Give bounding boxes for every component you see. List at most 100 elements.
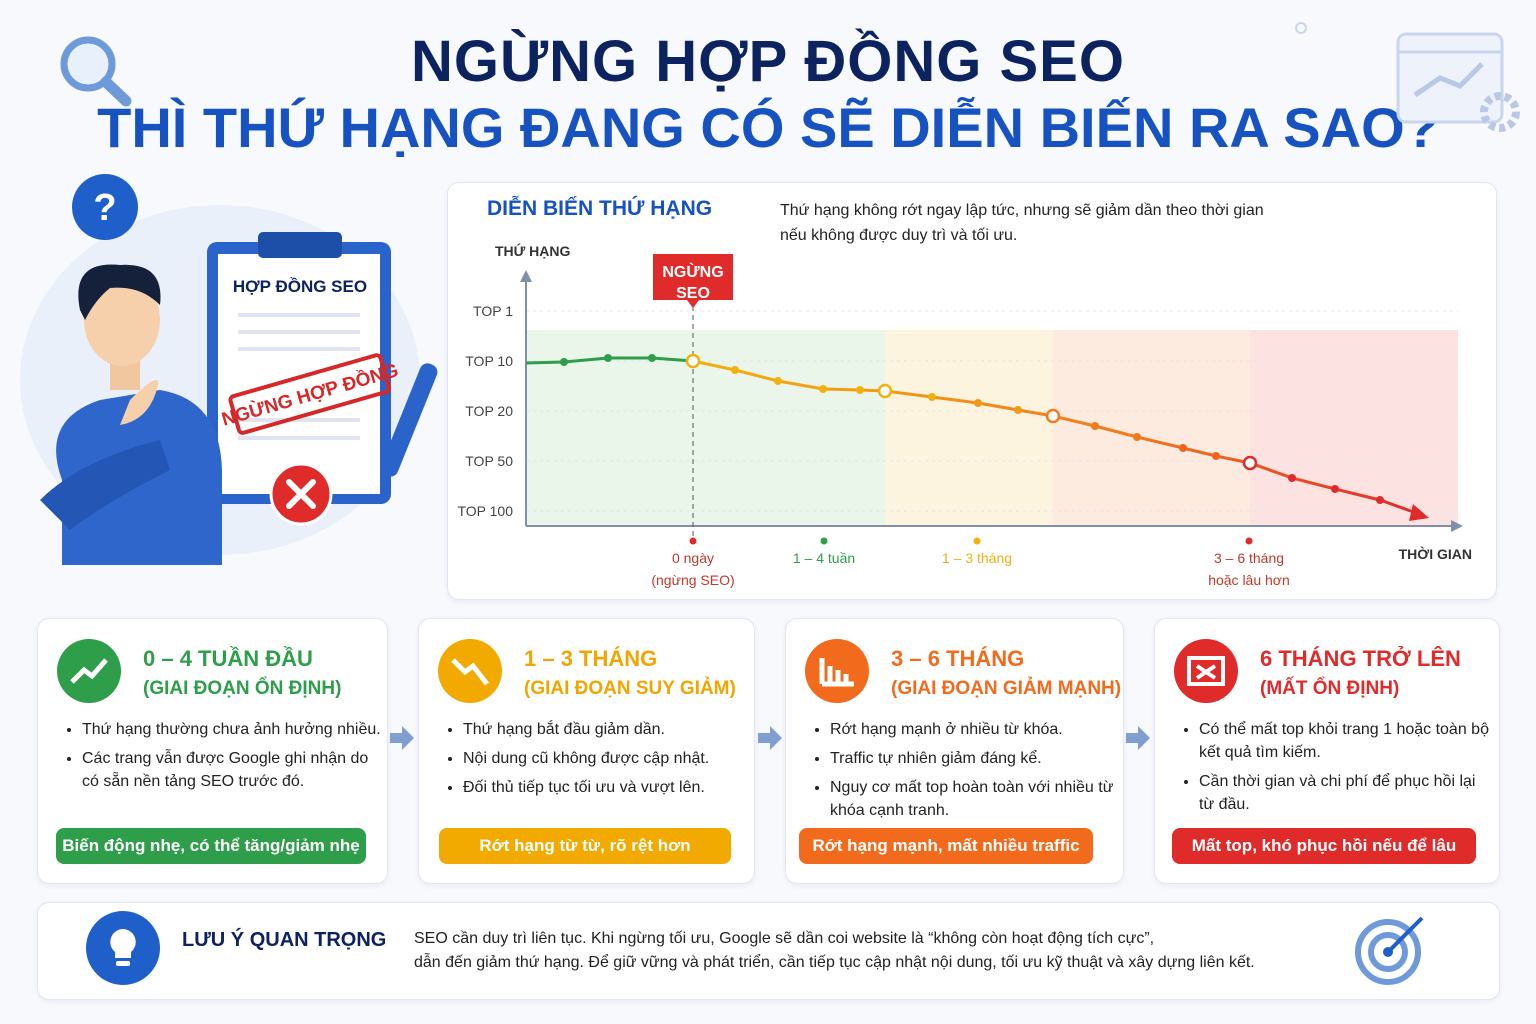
bullet-list: Rớt hạng mạnh ở nhiều từ khóa. Traffic tự… [812, 718, 1119, 828]
flow-arrow [758, 726, 782, 750]
bullet: Thứ hạng bắt đầu giảm dần. [463, 718, 750, 741]
note-title: LƯU Ý QUAN TRỌNG [182, 929, 387, 951]
stage-subtitle: (GIAI ĐOẠN SUY GIẢM) [524, 678, 736, 699]
stage-title: 6 THÁNG TRỞ LÊN [1260, 646, 1461, 671]
stop-marker [653, 254, 733, 308]
bullet-list: Có thể mất top khỏi trang 1 hoặc toàn bộ… [1181, 718, 1495, 822]
decor [60, 22, 1520, 132]
note-text: SEO cần duy trì liên tục. Khi ngừng tối … [414, 930, 1155, 947]
stage-card: 1 – 3 THÁNG (GIAI ĐOẠN SUY GIẢM) Thứ hạng … [418, 618, 755, 884]
trend-dots [560, 353, 1384, 504]
stage-card: 0 – 4 TUẦN ĐẦU (GIAI ĐOẠN ỔN ĐỊNH) Thứ hạn… [37, 618, 388, 884]
icon-glyph [451, 658, 489, 686]
magnifier [60, 36, 116, 92]
bullet: Traffic tự nhiên giảm đáng kể. [830, 747, 1119, 770]
x-mark [286, 479, 316, 509]
x-tick-dot [689, 537, 697, 545]
y-label: TOP 100 [457, 503, 513, 519]
y-label: TOP 1 [473, 303, 513, 319]
x-tick-dot [1245, 537, 1253, 545]
bullet: Thứ hạng thường chưa ảnh hưởng nhiều. [82, 718, 383, 741]
bullet: Nguy cơ mất top hoàn toàn với nhiều từ k… [830, 776, 1119, 822]
dart [1386, 916, 1424, 954]
stage-tag: Rớt hạng mạnh, mất nhiều traffic [799, 828, 1093, 864]
bullet: Nội dung cũ không được cập nhật. [463, 747, 750, 770]
arrow-shape [1126, 726, 1150, 750]
target-ring [1355, 919, 1421, 985]
pen [380, 363, 438, 477]
arm [40, 440, 170, 530]
icon-glyph [1187, 656, 1225, 686]
arrow-shape [390, 726, 414, 750]
magnifier-handle [100, 76, 132, 107]
x-tick-dot [820, 537, 828, 545]
stage-title: 3 – 6 THÁNG [891, 646, 1025, 671]
face [84, 274, 160, 366]
paper-lines [238, 313, 360, 440]
y-arrow [520, 270, 532, 282]
bulb-icon [86, 911, 160, 985]
y-label: TOP 20 [465, 403, 513, 419]
bullet: Các trang vẫn được Google ghi nhận do có… [82, 747, 383, 793]
bullet: Cần thời gian và chi phí để phục hồi lại… [1199, 770, 1495, 816]
bullet-list: Thứ hạng thường chưa ảnh hưởng nhiều. Các… [64, 718, 383, 799]
trend-arrow [1409, 504, 1429, 521]
stamp-border [228, 353, 391, 435]
stop-marker-text: NGỪNG [662, 262, 723, 281]
zone-yellow [885, 330, 1053, 526]
bulb [110, 929, 136, 958]
bullet: Có thể mất top khỏi trang 1 hoặc toàn bộ… [1199, 718, 1495, 764]
stage-subtitle: (GIAI ĐOẠN ỔN ĐỊNH) [143, 678, 342, 699]
hair [78, 264, 161, 320]
stage-title: 1 – 3 THÁNG [524, 646, 658, 671]
zone-red [1250, 330, 1458, 526]
stage-card: 6 THÁNG TRỞ LÊN (MẤT ỔN ĐỊNH) Có thể mất t… [1154, 618, 1500, 884]
subtitle: THÌ THỨ HẠNG ĐANG CÓ SẼ DIỄN BIẾN RA SAO… [97, 96, 1439, 159]
flow-arrow [1126, 726, 1150, 750]
illustration: ? HỢP ĐỒNG SEO NGỪNG HỢP ĐỒNG [20, 174, 438, 565]
paper [218, 254, 380, 494]
sparkle [1295, 22, 1307, 34]
x-tick-dot [973, 537, 981, 545]
stage-icon [805, 639, 869, 703]
stage-icon [57, 639, 121, 703]
flow-arrow [390, 726, 414, 750]
chart-note: nếu không được duy trì và tối ưu. [780, 227, 1018, 244]
zone-orange [1053, 330, 1250, 526]
x-label: hoặc lâu hơn [1208, 572, 1290, 588]
arrow-shape [758, 726, 782, 750]
title: NGỪNG HỢP ĐỒNG SEO [411, 29, 1125, 94]
y-axis-label: THỨ HẠNG [495, 242, 570, 259]
stage-tag: Mất top, khó phục hồi nếu để lâu [1172, 828, 1476, 864]
x-label: 1 – 4 tuần [793, 550, 855, 566]
stage-icon [438, 639, 502, 703]
stage-card: 3 – 6 THÁNG (GIAI ĐOẠN GIẢM MẠNH) Rớt hạng… [785, 618, 1124, 884]
icon-glyph [70, 658, 108, 684]
bullet: Rớt hạng mạnh ở nhiều từ khóa. [830, 718, 1119, 741]
stage-title: 0 – 4 TUẦN ĐẦU [143, 646, 313, 671]
clipboard-title: HỢP ĐỒNG SEO [233, 277, 367, 296]
chart-note: Thứ hạng không rớt ngay lập tức, nhưng s… [780, 202, 1264, 219]
bullet-list: Thứ hạng bắt đầu giảm dần. Nội dung cũ kh… [445, 718, 750, 805]
stage-icon [1174, 639, 1238, 703]
note-panel [37, 902, 1500, 1000]
browser-chart [1413, 62, 1484, 98]
hand [120, 380, 159, 425]
note-text: dẫn đến giảm thứ hạng. Để giữ vững và ph… [414, 954, 1255, 971]
x-label: (ngừng SEO) [651, 572, 734, 588]
x-label: 3 – 6 tháng [1214, 550, 1284, 566]
x-arrow [1451, 520, 1463, 532]
stop-marker-text: SEO [676, 285, 710, 302]
bullet: Đối thủ tiếp tục tối ưu và vượt lên. [463, 776, 750, 799]
question-bubble [72, 174, 138, 240]
chart-title: DIỄN BIẾN THỨ HẠNG [487, 197, 713, 220]
bulb-base [116, 961, 130, 966]
y-label: TOP 50 [465, 453, 513, 469]
icon-glyph [819, 658, 854, 687]
target-icon [1355, 916, 1424, 985]
stage-tag: Rớt hạng từ từ, rõ rệt hơn [439, 828, 731, 864]
gear [1480, 92, 1520, 132]
stage-subtitle: (MẤT ỔN ĐỊNH) [1260, 678, 1400, 699]
stage-subtitle: (GIAI ĐOẠN GIẢM MẠNH) [891, 678, 1122, 699]
